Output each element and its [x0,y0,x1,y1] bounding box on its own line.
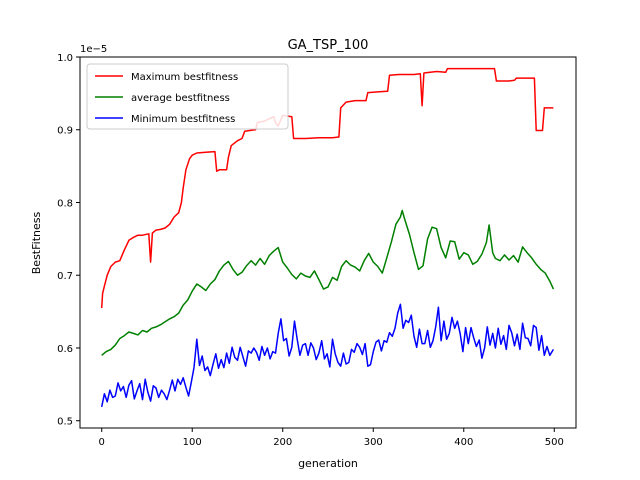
legend-label-1: average bestfitness [131,93,230,104]
y-axis-label: BestFitness [30,212,43,275]
y-offset-label: 1e−5 [80,44,107,55]
x-tick-label: 300 [364,437,383,448]
y-tick-label: 0.8 [57,198,73,209]
legend-label-2: Minimum bestfitness [131,114,235,125]
y-tick-label: 0.6 [57,344,73,355]
x-tick-label: 100 [183,437,202,448]
x-tick-label: 0 [99,437,105,448]
legend-box [86,63,289,130]
legend: Maximum bestfitness average bestfitness Mi… [86,63,289,130]
y-tick-label: 0.7 [57,271,73,282]
x-tick-label: 400 [454,437,473,448]
chart-title: GA_TSP_100 [288,38,369,53]
plot-frame [79,56,577,429]
x-axis: 0 100 200 300 400 500 [99,428,564,448]
y-axis: 0.5 0.6 0.7 0.8 0.9 1.0 [57,53,80,428]
x-tick-label: 200 [273,437,292,448]
y-tick-label: 0.9 [57,126,73,137]
y-tick-label: 1.0 [57,53,73,64]
series-line-1 [101,209,555,356]
legend-label-0: Maximum bestfitness [131,72,238,83]
series-line-2 [100,303,555,408]
x-axis-label: generation [298,457,358,470]
x-tick-label: 500 [545,437,564,448]
y-tick-label: 0.5 [57,417,73,428]
